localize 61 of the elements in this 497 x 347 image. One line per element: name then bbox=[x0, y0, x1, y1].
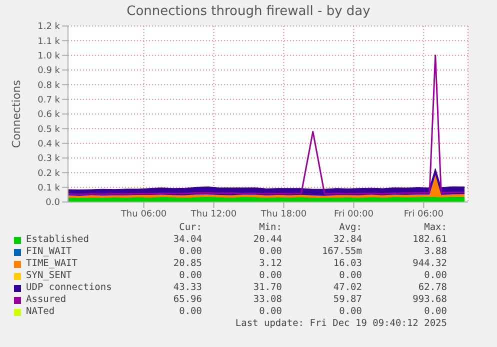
text: 3.88 bbox=[424, 246, 447, 257]
text: 0.00 bbox=[259, 270, 282, 281]
text: 0.00 bbox=[424, 270, 447, 281]
y-tick-label: 1.0 k bbox=[38, 52, 61, 62]
text: 182.61 bbox=[412, 234, 447, 245]
text: 0.00 bbox=[259, 246, 282, 257]
text: Min: bbox=[259, 222, 282, 233]
text: Cur: bbox=[179, 222, 202, 233]
y-tick-label: 0.8 k bbox=[38, 80, 61, 91]
text: 0.00 bbox=[179, 270, 202, 281]
text: 16.03 bbox=[333, 258, 362, 269]
text: 0.00 bbox=[259, 306, 282, 317]
x-tick-label: Fri 00:00 bbox=[334, 209, 374, 220]
text: 0.00 bbox=[424, 306, 447, 317]
x-tick-label: Thu 12:00 bbox=[190, 209, 237, 220]
text: 0.00 bbox=[179, 306, 202, 317]
x-tick-label: Thu 06:00 bbox=[120, 209, 167, 220]
y-tick-label: 0.6 k bbox=[38, 110, 61, 120]
text: 20.44 bbox=[253, 234, 282, 245]
text: 944.32 bbox=[412, 258, 447, 269]
text: 167.55m bbox=[322, 246, 362, 257]
text: 65.96 bbox=[173, 294, 202, 305]
legend-label: Assured bbox=[26, 294, 66, 305]
legend-label: Established bbox=[26, 234, 89, 245]
legend-label: SYN_SENT bbox=[26, 270, 72, 281]
y-tick-label: 0.1 k bbox=[38, 184, 61, 194]
y-tick-label: 0.2 k bbox=[38, 168, 61, 179]
text: 47.02 bbox=[333, 282, 362, 293]
text: 0.00 bbox=[339, 306, 362, 317]
text: 31.70 bbox=[253, 282, 282, 293]
y-tick-label: 0.5 k bbox=[38, 124, 61, 135]
text: 20.85 bbox=[173, 258, 202, 269]
x-tick-label: Fri 06:00 bbox=[404, 209, 444, 220]
y-tick-label: 0.3 k bbox=[38, 154, 61, 164]
y-tick-label: 0.0 bbox=[46, 198, 60, 208]
legend-label: TIME_WAIT bbox=[26, 258, 78, 269]
text: 34.04 bbox=[173, 234, 202, 245]
chart-title: Connections through firewall - by day bbox=[126, 4, 372, 19]
text: 43.33 bbox=[173, 282, 202, 293]
text: 32.84 bbox=[333, 234, 362, 245]
legend-label: FIN_WAIT bbox=[26, 246, 72, 257]
text: 62.78 bbox=[418, 282, 447, 293]
legend-label: NATed bbox=[26, 306, 55, 317]
text: 0.00 bbox=[339, 270, 362, 281]
text: 33.08 bbox=[253, 294, 282, 305]
y-axis-title: Connections bbox=[10, 80, 23, 148]
y-tick-label: 0.9 k bbox=[38, 66, 61, 76]
text: 993.68 bbox=[412, 294, 447, 305]
text: Last update: Fri Dec 19 09:40:12 2025 bbox=[234, 318, 448, 329]
text: 0.00 bbox=[179, 246, 202, 257]
legend-label: UDP connections bbox=[26, 282, 112, 293]
y-tick-label: 0.4 k bbox=[38, 140, 61, 150]
text: 3.12 bbox=[259, 258, 282, 269]
text: 59.87 bbox=[333, 294, 362, 305]
text: Max: bbox=[424, 222, 447, 233]
line-series bbox=[68, 54, 466, 195]
y-tick-label: 1.1 k bbox=[38, 36, 61, 47]
y-tick-label: 0.7 k bbox=[38, 96, 61, 106]
y-tick-label: 1.2 k bbox=[38, 22, 61, 32]
text: Avg: bbox=[339, 222, 362, 233]
x-tick-label: Thu 18:00 bbox=[260, 209, 307, 220]
